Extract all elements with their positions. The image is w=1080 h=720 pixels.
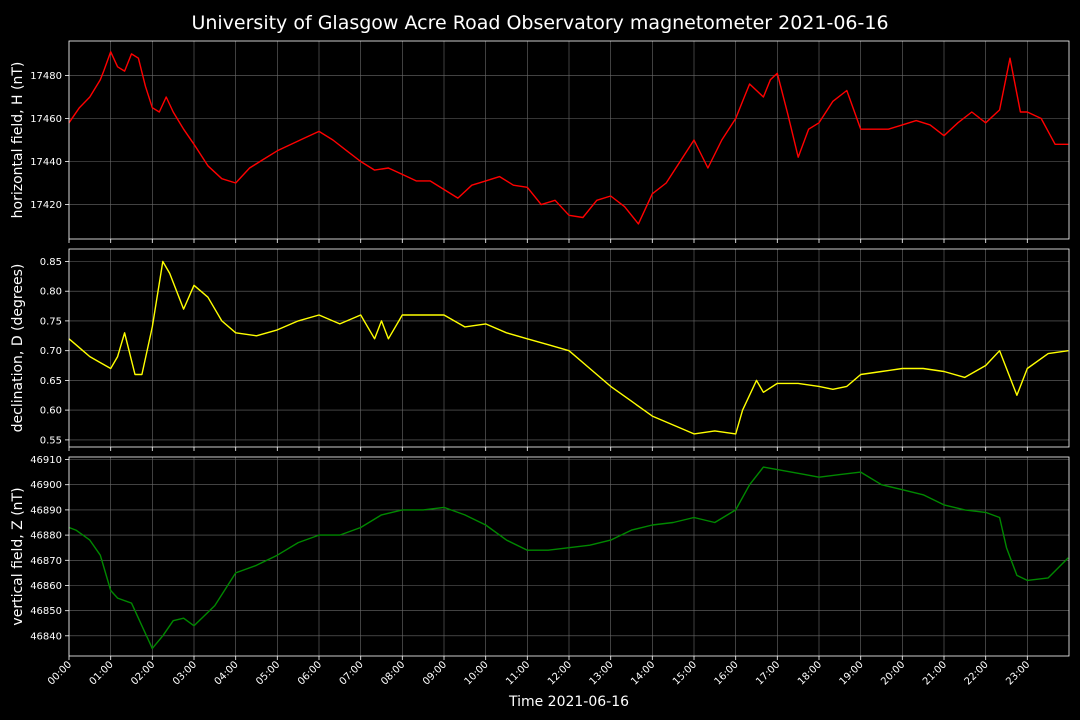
y-tick-label: 0.80 xyxy=(40,287,62,298)
x-tick-label: 06:00 xyxy=(296,659,324,687)
panel-1: 17420 17440 17460 17480 horizontal field, H … xyxy=(10,40,1070,243)
x-tick-label: 09:00 xyxy=(421,659,449,687)
panel-2: 0.55 0.60 0.65 0.70 0.75 0.80 0.85 declination,… xyxy=(10,248,1070,451)
y-tick-label: 17460 xyxy=(30,114,62,125)
y-tick-label: 46840 xyxy=(30,631,62,642)
chart-title: University of Glasgow Acre Road Observat… xyxy=(191,12,888,34)
x-tick-label: 19:00 xyxy=(838,659,866,687)
y-tick-label: 46860 xyxy=(30,581,62,592)
series-line xyxy=(68,51,1069,225)
y-tick-label: 46850 xyxy=(30,606,62,617)
x-tick-label: 18:00 xyxy=(796,659,824,687)
y-axis-label: declination, D (degrees) xyxy=(10,264,26,433)
series-line xyxy=(68,466,1069,650)
y-tick-label: 0.55 xyxy=(40,435,62,446)
y-tick-label: 0.65 xyxy=(40,376,62,387)
x-tick-label: 08:00 xyxy=(379,659,407,687)
y-tick-label: 17480 xyxy=(30,71,62,82)
y-tick-label: 0.70 xyxy=(40,346,62,357)
series-line xyxy=(68,260,1069,435)
x-axis-label: Time 2021-06-16 xyxy=(508,694,629,710)
y-axis-label: vertical field, Z (nT) xyxy=(10,487,26,625)
y-tick-label: 0.60 xyxy=(40,406,62,417)
y-tick-label: 0.85 xyxy=(40,257,62,268)
x-tick-label: 05:00 xyxy=(254,659,282,687)
y-tick-label: 46890 xyxy=(30,505,62,516)
x-tick-label: 01:00 xyxy=(88,659,116,687)
x-tick-label: 21:00 xyxy=(921,659,949,687)
x-tick-label: 02:00 xyxy=(129,659,157,687)
y-tick-label: 17420 xyxy=(30,200,62,211)
x-tick-label: 10:00 xyxy=(463,659,491,687)
x-tick-label: 13:00 xyxy=(588,659,616,687)
x-tick-label: 22:00 xyxy=(963,659,991,687)
x-tick-label: 16:00 xyxy=(713,659,741,687)
x-tick-label: 17:00 xyxy=(754,659,782,687)
x-tick-label: 11:00 xyxy=(504,659,532,687)
y-tick-label: 46900 xyxy=(30,480,62,491)
y-tick-label: 46880 xyxy=(30,531,62,542)
x-tick-label: 23:00 xyxy=(1004,659,1032,687)
y-tick-label: 46870 xyxy=(30,556,62,567)
x-tick-label: 20:00 xyxy=(879,659,907,687)
x-tick-label: 00:00 xyxy=(46,659,74,687)
x-tick-label: 15:00 xyxy=(671,659,699,687)
x-tick-label: 04:00 xyxy=(213,659,241,687)
x-tick-label: 14:00 xyxy=(629,659,657,687)
x-tick-label: 12:00 xyxy=(546,659,574,687)
y-tick-label: 0.75 xyxy=(40,316,62,327)
y-tick-label: 46910 xyxy=(30,455,62,466)
panel-3: 46840 46850 46860 46870 46880 46890 46900 46910… xyxy=(10,455,1070,660)
x-tick-label: 07:00 xyxy=(338,659,366,687)
y-tick-label: 17440 xyxy=(30,157,62,168)
x-tick-label: 03:00 xyxy=(171,659,199,687)
y-axis-label: horizontal field, H (nT) xyxy=(10,62,26,219)
